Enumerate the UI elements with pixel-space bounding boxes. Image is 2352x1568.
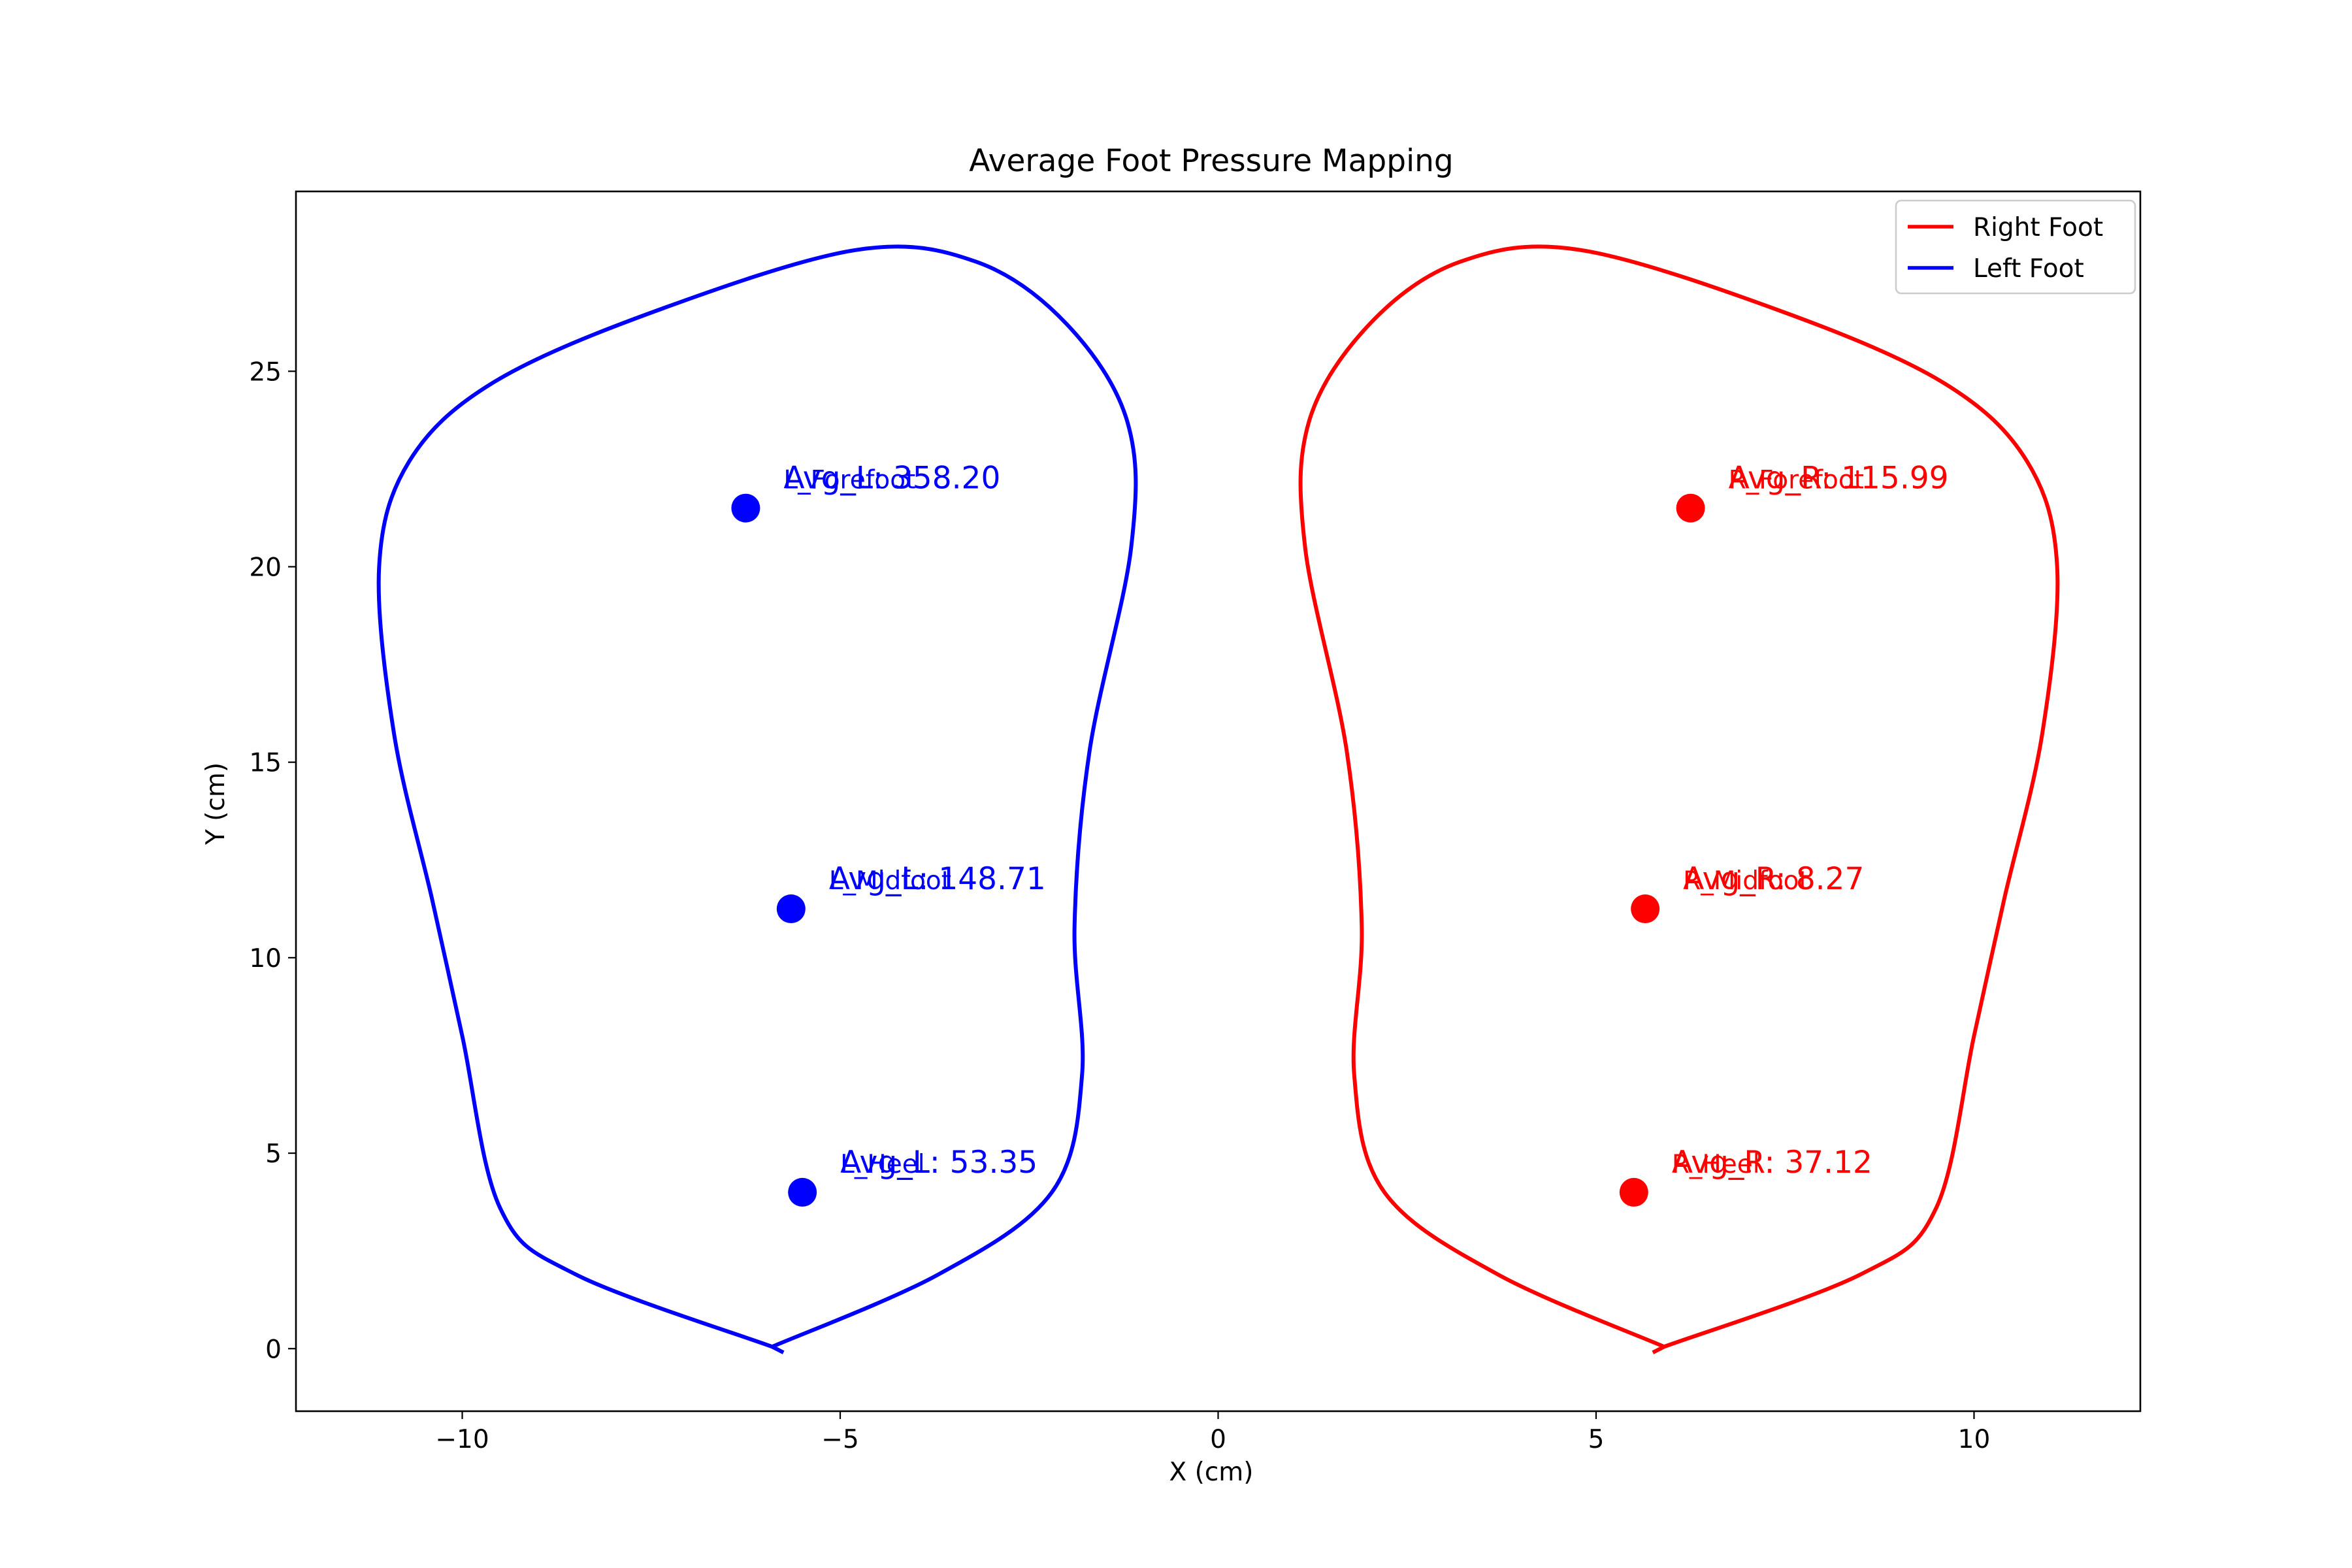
l-midfoot-zone-label: L_Midfoot [829,866,951,896]
y-tick-label: 20 [249,553,282,582]
chart-title: Average Foot Pressure Mapping [969,143,1454,179]
y-tick-label: 0 [265,1335,282,1364]
left-foot-outline [376,244,1138,1354]
l-heel-avg-label: Avg_L: 53.35 [840,1145,1037,1181]
l-midfoot-point [776,894,806,924]
legend-box [1895,199,2136,295]
y-tick-label: 10 [249,944,282,973]
r-heel-point [1619,1177,1648,1207]
r-forefoot-zone-label: R_Forefoot [1729,466,1864,495]
x-tick-label: 10 [1958,1425,1991,1454]
l-forefoot-avg-label: Avg_L: 358.20 [783,461,1000,497]
y-tick-label: 25 [249,357,282,387]
r-midfoot-avg-label: Avg_R: 8.27 [1683,861,1864,897]
r-midfoot-zone-label: R_Midfoot [1683,866,1809,896]
l-heel-point [788,1177,817,1207]
right-foot-outline [1298,244,2060,1354]
x-tick-label: 0 [1210,1425,1226,1454]
l-forefoot-zone-label: L_Forefoot [783,466,915,495]
r-heel-avg-label: Avg_R: 37.12 [1672,1145,1872,1181]
l-midfoot-avg-label: Avg_L: 148.71 [829,861,1046,897]
legend-label-left-foot: Left Foot [1973,254,2084,284]
axis-ticks: −10 −5 0 5 10 0 5 10 15 20 25 [249,357,1990,1454]
r-forefoot-avg-label: Avg_R: 115.99 [1729,461,1949,497]
r-midfoot-point [1631,894,1660,924]
l-heel-zone-label: L_Heel [840,1150,924,1179]
x-tick-label: −5 [821,1425,859,1454]
l-forefoot-point [731,493,760,523]
legend: Right Foot Left Foot [1895,199,2136,295]
r-heel-zone-label: R_Heel [1672,1150,1760,1179]
x-tick-label: −10 [435,1425,489,1454]
x-axis-label: X (cm) [1169,1458,1254,1487]
y-tick-label: 15 [249,749,282,778]
r-forefoot-point [1676,493,1705,523]
legend-label-right-foot: Right Foot [1973,213,2103,242]
y-axis-label: Y (cm) [201,762,231,845]
y-tick-label: 5 [265,1139,282,1169]
x-tick-label: 5 [1588,1425,1605,1454]
